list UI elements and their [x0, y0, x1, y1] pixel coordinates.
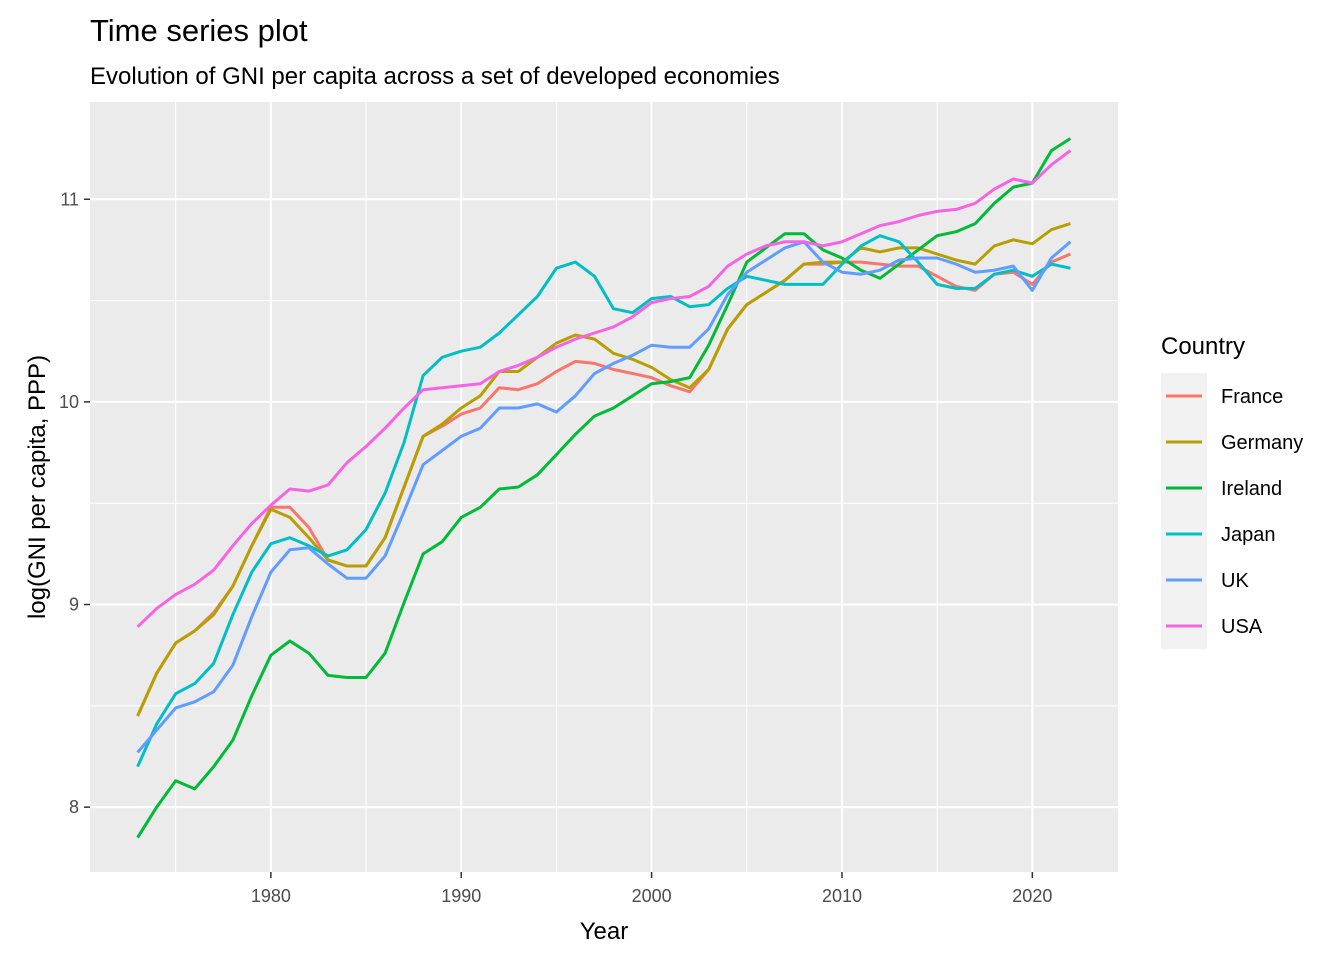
- x-axis: 1980 1990 2000 2010 2020: [251, 872, 1052, 906]
- series-line-france: [136, 252, 1071, 717]
- legend-title: Country: [1161, 333, 1245, 360]
- x-tick-label: 1980: [251, 886, 291, 906]
- x-axis-title: Year: [580, 918, 629, 945]
- y-tick-label: 10: [59, 392, 79, 412]
- x-tick-label: 1990: [441, 886, 481, 906]
- y-tick-label: 8: [69, 797, 79, 817]
- series-line-uk: [136, 240, 1072, 754]
- series-line-germany: [136, 222, 1071, 717]
- x-tick-label: 2020: [1012, 886, 1052, 906]
- y-tick-label: 9: [69, 595, 79, 615]
- legend-items: France Germany Ireland Japan UK USA: [1161, 373, 1303, 649]
- legend-label-ireland: Ireland: [1221, 478, 1282, 500]
- series-line-ireland: [136, 137, 1072, 839]
- plot-panel: [90, 102, 1118, 872]
- y-tick-label: 11: [60, 189, 79, 209]
- legend-label-germany: Germany: [1221, 432, 1303, 454]
- x-tick-label: 2000: [632, 886, 672, 906]
- chart-subtitle: Evolution of GNI per capita across a set…: [90, 63, 780, 90]
- x-tick-label: 2010: [822, 886, 862, 906]
- series-lines: [136, 137, 1072, 839]
- legend: Country France Germany Ireland Japan UK USA: [1161, 333, 1303, 649]
- y-axis: 8 9 10 11: [59, 189, 90, 817]
- legend-label-japan: Japan: [1221, 524, 1276, 546]
- legend-label-france: France: [1221, 386, 1283, 408]
- series-line-usa: [136, 149, 1072, 628]
- major-gridlines: [90, 102, 1118, 872]
- y-axis-title: log(GNI per capita, PPP): [24, 355, 51, 619]
- legend-label-usa: USA: [1221, 616, 1263, 638]
- chart-title: Time series plot: [90, 13, 308, 48]
- minor-gridlines: [90, 102, 1118, 872]
- legend-label-uk: UK: [1221, 570, 1249, 592]
